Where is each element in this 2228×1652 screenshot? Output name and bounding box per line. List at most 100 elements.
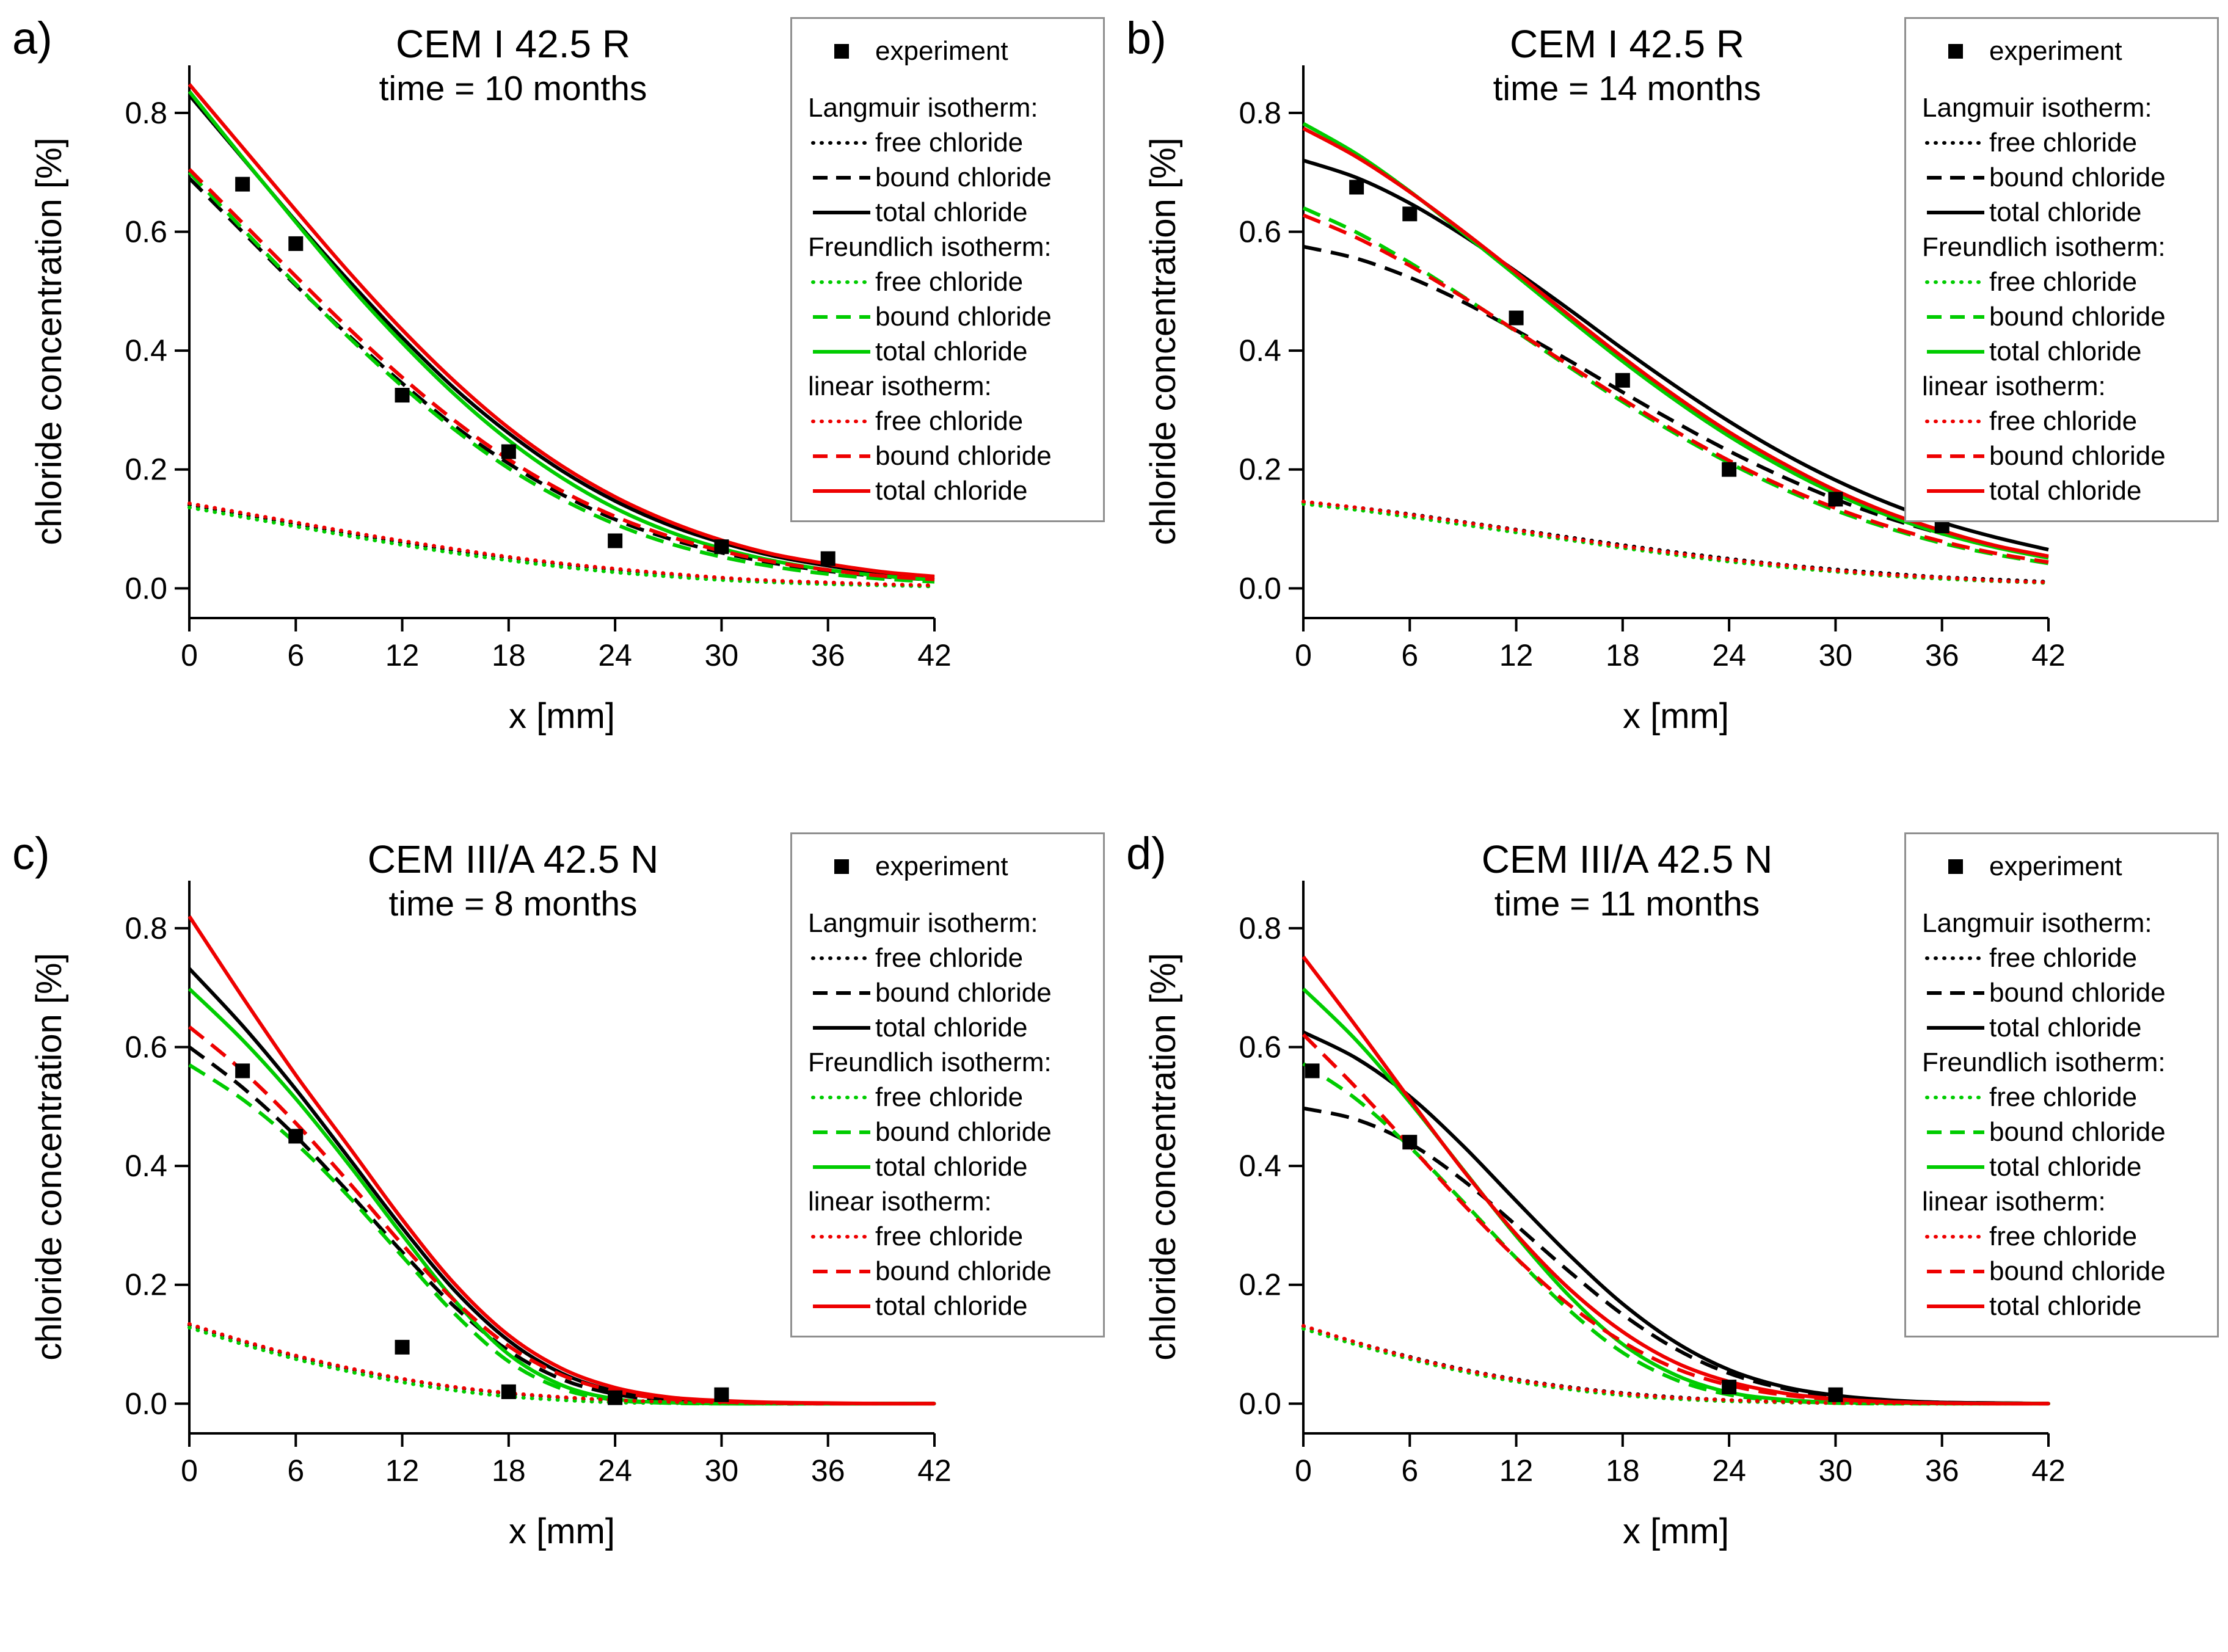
- freundlich-free-chloride-curve: [187, 506, 936, 589]
- legend-section-header: Langmuir isotherm:: [808, 908, 1038, 938]
- panel-label-d: d): [1126, 828, 1167, 879]
- legend-item: bound chloride: [808, 438, 1093, 473]
- legend-section-header: Freundlich isotherm:: [808, 231, 1052, 262]
- dashed-line-sample-icon: [1927, 1130, 1984, 1134]
- experiment-marker-icon: [1948, 43, 1963, 59]
- legend-item: total chloride: [1922, 1010, 2207, 1045]
- x-axis-label: x [mm]: [509, 1512, 615, 1551]
- panel-a: a) CEM I 42.5 R time = 10 months chlorid…: [0, 7, 1114, 820]
- dashed-line-sample-icon: [1927, 175, 1984, 180]
- plot-a: CEM I 42.5 R time = 10 months chloride c…: [29, 22, 952, 736]
- legend-item: total chloride: [808, 1149, 1093, 1184]
- axes: 0 6 12 18 24 30 36 42 0.0 0.2 0.4 0.6 0.8: [1239, 65, 2066, 672]
- legend-item: bound chloride: [808, 299, 1093, 334]
- legend-label: bound chloride: [875, 1256, 1052, 1286]
- linear-total-chloride-curve: [1301, 955, 2049, 1406]
- x-tick-label: 36: [1925, 1454, 1959, 1488]
- legend-spacer: [1922, 68, 2207, 90]
- legend-item: free chloride: [808, 1219, 1093, 1254]
- linear-bound-chloride-curve: [188, 1025, 934, 1406]
- legend: experiment Langmuir isotherm: free chlorid…: [790, 832, 1105, 1337]
- curves: [187, 83, 936, 589]
- dashed-line-sample-icon: [1927, 991, 1984, 995]
- x-axis-label: x [mm]: [1623, 1512, 1729, 1551]
- dotted-line-sample-icon: [811, 956, 872, 960]
- x-tick-label: 42: [917, 638, 952, 672]
- y-tick-label: 0.4: [1239, 1149, 1281, 1183]
- chart-title: CEM III/A 42.5 N: [1482, 837, 1773, 881]
- solid-line-sample-icon: [813, 1165, 870, 1169]
- legend-label: total chloride: [875, 1290, 1028, 1321]
- legend-item: total chloride: [1922, 1149, 2207, 1184]
- dashed-line-sample-icon: [813, 454, 870, 458]
- legend-item: free chloride: [1922, 1219, 2207, 1254]
- x-tick-label: 24: [598, 638, 632, 672]
- legend-section-header: linear isotherm:: [808, 371, 992, 401]
- legend-item: bound chloride: [808, 1115, 1093, 1149]
- experiment-point: [1722, 1380, 1737, 1395]
- solid-line-sample-icon: [1927, 1304, 1984, 1308]
- x-tick-label: 42: [917, 1454, 952, 1488]
- chart-subtitle: time = 14 months: [1493, 69, 1761, 108]
- legend-label: bound chloride: [875, 162, 1052, 192]
- linear-total-chloride-curve: [187, 915, 935, 1406]
- legend-label: experiment: [875, 35, 1008, 66]
- solid-line-sample-icon: [1927, 1025, 1984, 1030]
- chart-subtitle: time = 8 months: [388, 884, 637, 923]
- axes: 0 6 12 18 24 30 36 42 0.0 0.2 0.4 0.6 0.8: [1239, 881, 2066, 1488]
- legend-label: free chloride: [875, 942, 1024, 973]
- y-axis-label: chloride concentration [%]: [1143, 953, 1183, 1360]
- freundlich-bound-chloride-curve: [1302, 206, 2049, 566]
- experiment-point: [1828, 1387, 1843, 1402]
- dashed-line-sample-icon: [1927, 315, 1984, 319]
- x-tick-label: 36: [1925, 638, 1959, 672]
- plot-b: CEM I 42.5 R time = 14 months chloride c…: [1143, 22, 2066, 736]
- experiment-marker-icon: [1948, 859, 1963, 874]
- linear-total-chloride-curve: [1302, 126, 2049, 558]
- x-tick-label: 30: [1819, 638, 1853, 672]
- legend-label: free chloride: [875, 127, 1024, 158]
- legend-label: bound chloride: [875, 1116, 1052, 1147]
- axes: 0 6 12 18 24 30 36 42 0.0 0.2 0.4 0.6 0.8: [125, 881, 952, 1488]
- y-tick-label: 0.2: [125, 453, 167, 487]
- experiment-point: [1722, 462, 1737, 477]
- dotted-line-sample-icon: [811, 1095, 872, 1099]
- legend-item: total chloride: [1922, 195, 2207, 230]
- x-tick-label: 18: [1606, 638, 1640, 672]
- legend-item: bound chloride: [1922, 975, 2207, 1010]
- legend-section-header: linear isotherm:: [1922, 1186, 2106, 1217]
- legend-item: free chloride: [1922, 404, 2207, 438]
- x-tick-label: 6: [287, 638, 304, 672]
- chart-subtitle: time = 10 months: [379, 69, 647, 108]
- legend-item: free chloride: [1922, 1080, 2207, 1115]
- legend-label: bound chloride: [1989, 1116, 2166, 1147]
- experiment-marker-icon: [834, 43, 849, 59]
- panel-label-b: b): [1126, 13, 1167, 64]
- experiment-point: [288, 236, 304, 251]
- x-tick-label: 24: [1712, 638, 1746, 672]
- legend: experiment Langmuir isotherm: free chlorid…: [1904, 17, 2219, 522]
- dotted-line-sample-icon: [1925, 140, 1986, 145]
- experiment-point: [820, 551, 836, 566]
- solid-line-sample-icon: [813, 349, 870, 354]
- curves: [1301, 122, 2050, 585]
- legend-label: bound chloride: [1989, 162, 2166, 192]
- legend-label: total chloride: [875, 475, 1028, 506]
- solid-line-sample-icon: [1927, 489, 1984, 493]
- legend-spacer: [808, 884, 1093, 906]
- experiment-point: [1402, 206, 1418, 222]
- legend-item: total chloride: [1922, 334, 2207, 369]
- linear-bound-chloride-curve: [187, 168, 935, 581]
- dashed-line-sample-icon: [813, 175, 870, 180]
- legend-section-header: Freundlich isotherm:: [1922, 231, 2166, 262]
- dotted-line-sample-icon: [811, 1234, 872, 1239]
- experiment-point: [714, 1387, 729, 1402]
- langmuir-free-chloride-curve: [1301, 1324, 2050, 1406]
- legend-item: total chloride: [1922, 1289, 2207, 1323]
- legend: experiment Langmuir isotherm: free chlorid…: [1904, 832, 2219, 1337]
- y-tick-label: 0.0: [125, 571, 167, 605]
- x-tick-label: 0: [181, 638, 198, 672]
- x-tick-label: 30: [705, 1454, 739, 1488]
- experiment-point: [1509, 310, 1524, 326]
- legend-section-header: linear isotherm:: [808, 1186, 992, 1217]
